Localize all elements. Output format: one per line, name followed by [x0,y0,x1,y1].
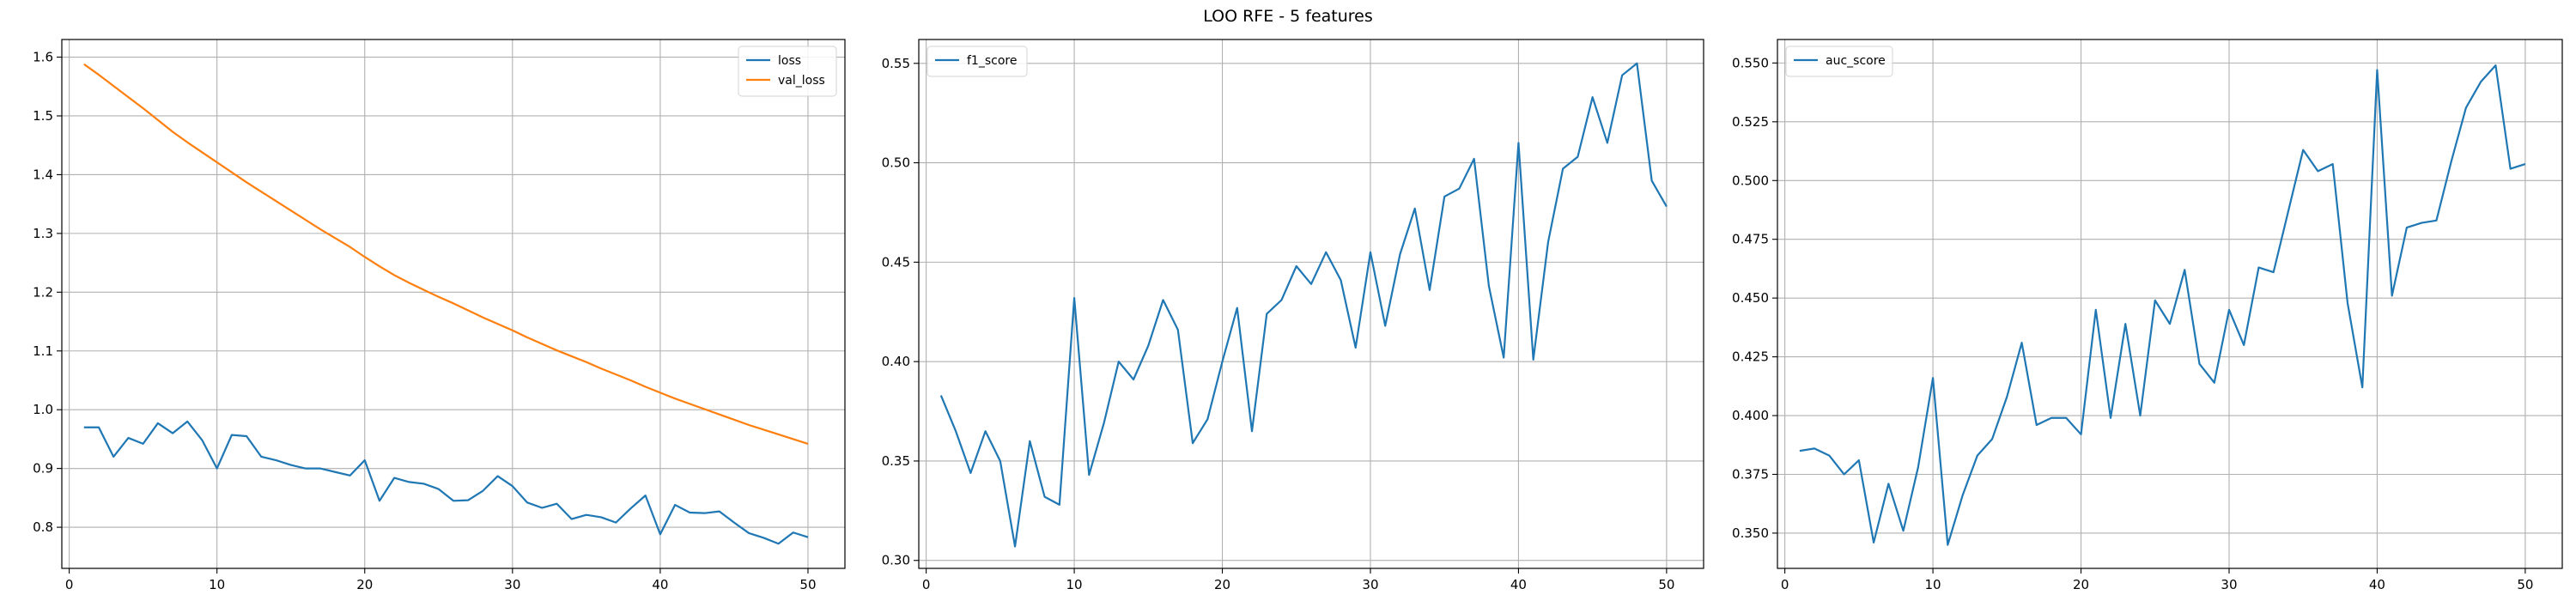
y-tick-label: 0.500 [1732,173,1769,188]
x-tick-label: 40 [1510,577,1527,592]
y-tick-label: 0.400 [1732,408,1769,423]
y-tick-label: 0.425 [1732,349,1769,365]
subplot-2: 0 10 20 30 40 50 0.30 0.35 0.40 0.45 0.50 0.55 f1_sc… [882,39,1704,592]
y-tick-label: 0.8 [33,519,53,535]
x-tick-label: 10 [1925,577,1941,592]
plot-frame [918,39,1704,569]
y-tick-label: 1.6 [33,50,53,65]
y-tick-label: 0.525 [1732,114,1769,130]
y-tick-label: 0.350 [1732,525,1769,541]
legend-box [927,46,1028,77]
x-tick-label: 0 [1781,577,1789,592]
x-tick-label: 50 [799,577,816,592]
legend: f1_score [927,46,1028,77]
subplot-3: 0 10 20 30 40 50 0.350 0.375 0.400 0.425 0.450 0.47… [1732,39,2563,592]
x-tick-label: 10 [1066,577,1083,592]
legend-label: auc_score [1826,54,1886,68]
y-tick-label: 0.50 [882,155,910,171]
y-tick-label: 1.5 [33,108,53,124]
x-tick-label: 0 [65,577,74,592]
y-tick-label: 1.2 [33,284,53,300]
x-tick-label: 50 [1658,577,1674,592]
legend-box [738,46,837,97]
legend-box [1785,46,1893,77]
series-line-val_loss [83,63,809,445]
x-tick-label: 30 [2221,577,2237,592]
y-tick-label: 1.4 [33,167,53,182]
x-tick-label: 20 [356,577,373,592]
y-tick-label: 0.55 [882,56,910,71]
y-tick-label: 1.0 [33,402,53,417]
figure-title: LOO RFE - 5 features [1203,7,1373,26]
x-tick-label: 40 [2369,577,2385,592]
x-tick-label: 20 [1214,577,1230,592]
y-tick-label: 0.30 [882,553,910,568]
y-tick-label: 0.40 [882,354,910,369]
y-tick-label: 0.35 [882,453,910,469]
x-tick-label: 20 [2073,577,2089,592]
y-tick-label: 0.45 [882,254,910,270]
legend: auc_score [1785,46,1893,77]
plot-frame [1777,39,2563,569]
legend-label: loss [778,54,801,68]
plot-frame [61,39,846,569]
y-tick-label: 0.9 [33,461,53,477]
x-tick-label: 30 [1362,577,1378,592]
x-tick-label: 10 [209,577,225,592]
series-line-auc_score [1799,64,2526,546]
x-tick-label: 40 [652,577,668,592]
subplot-1: 0 10 20 30 40 50 0.8 0.9 1.0 1.1 1.2 1.3 1.4 1.5 1.6 lo… [33,39,846,592]
y-tick-label: 0.450 [1732,290,1769,306]
x-tick-label: 50 [2517,577,2533,592]
series-line-f1_score [939,62,1668,548]
legend-label: f1_score [967,54,1017,68]
y-tick-label: 0.375 [1732,466,1769,482]
x-tick-label: 0 [922,577,931,592]
legend-label: val_loss [778,74,825,88]
y-tick-label: 0.550 [1732,55,1769,70]
y-tick-label: 1.3 [33,226,53,241]
x-tick-label: 30 [504,577,520,592]
y-tick-label: 0.475 [1732,232,1769,247]
series-line-loss [83,420,809,545]
y-tick-label: 1.1 [33,343,53,359]
legend: loss val_loss [738,46,837,97]
